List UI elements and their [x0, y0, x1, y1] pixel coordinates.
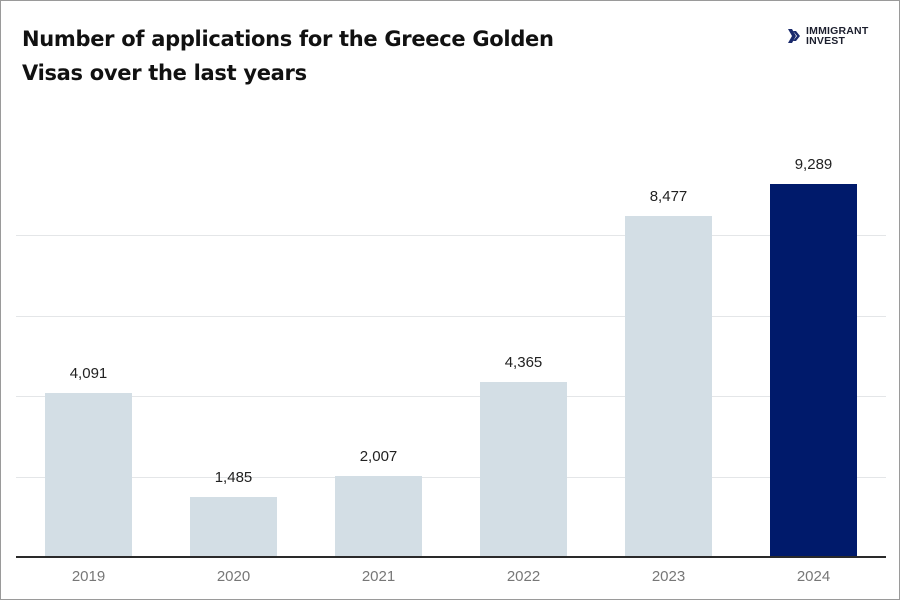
title-line-2: Visas over the last years: [22, 61, 307, 85]
x-axis-line: [16, 556, 886, 558]
x-tick-label-2023: 2023: [651, 568, 686, 585]
bar-2021: [335, 476, 422, 557]
bar-2020: [190, 497, 277, 557]
bar-2022: [480, 381, 567, 557]
bar-2019: [45, 392, 132, 557]
x-tick-label-2024: 2024: [796, 568, 831, 585]
bar-2024: [770, 183, 857, 557]
value-label-2022: 4,365: [504, 353, 543, 371]
gridline: [16, 235, 886, 237]
gridline: [16, 476, 886, 478]
logo-line-2: INVEST: [806, 35, 846, 47]
title-line-1: Number of applications for the Greece Go…: [22, 27, 554, 51]
logo-line-1: IMMIGRANT: [806, 25, 869, 37]
value-label-2023: 8,477: [649, 188, 688, 206]
plot-area: [16, 155, 886, 557]
x-tick-label-2021: 2021: [361, 568, 396, 585]
x-tick-label-2020: 2020: [216, 568, 251, 585]
double-chevron-right-icon: [788, 29, 800, 43]
value-label-2019: 4,091: [69, 364, 108, 382]
x-tick-label-2022: 2022: [506, 568, 541, 585]
brand-logo: IMMIGRANT INVEST: [788, 26, 868, 46]
chart-title: Number of applications for the Greece Go…: [22, 22, 622, 90]
x-tick-label-2019: 2019: [71, 568, 106, 585]
value-label-2024: 9,289: [794, 155, 833, 173]
gridline: [16, 396, 886, 398]
gridline: [16, 315, 886, 317]
value-label-2020: 1,485: [214, 469, 253, 487]
value-label-2021: 2,007: [359, 448, 398, 466]
bar-2023: [625, 216, 712, 557]
